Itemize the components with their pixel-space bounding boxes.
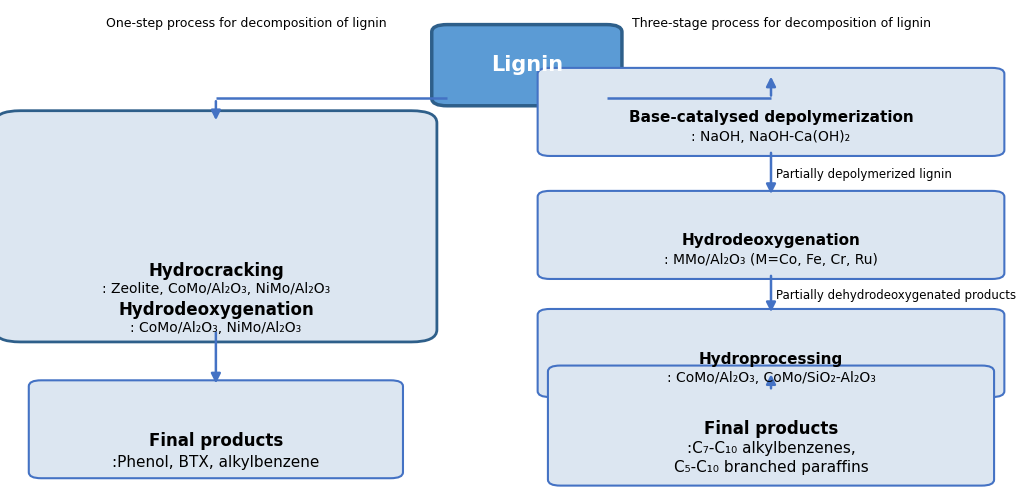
Text: : NaOH, NaOH-Ca(OH)₂: : NaOH, NaOH-Ca(OH)₂ (692, 130, 850, 144)
Text: C₅-C₁₀ branched paraffins: C₅-C₁₀ branched paraffins (673, 460, 869, 475)
Text: : CoMo/Al₂O₃, NiMo/Al₂O₃: : CoMo/Al₂O₃, NiMo/Al₂O₃ (131, 321, 301, 335)
FancyBboxPatch shape (0, 111, 437, 342)
Text: Lignin: Lignin (490, 55, 563, 75)
Text: Final products: Final products (149, 432, 283, 450)
Text: Base-catalysed depolymerization: Base-catalysed depolymerization (629, 111, 913, 125)
Text: Hydrodeoxygenation: Hydrodeoxygenation (118, 301, 314, 319)
Text: Hydroprocessing: Hydroprocessing (699, 352, 843, 367)
Text: :C₇-C₁₀ alkylbenzenes,: :C₇-C₁₀ alkylbenzenes, (687, 441, 855, 456)
Text: : CoMo/Al₂O₃, CoMo/SiO₂-Al₂O₃: : CoMo/Al₂O₃, CoMo/SiO₂-Al₂O₃ (666, 371, 876, 385)
FancyBboxPatch shape (538, 309, 1004, 397)
FancyBboxPatch shape (29, 380, 403, 478)
Text: Three-stage process for decomposition of lignin: Three-stage process for decomposition of… (632, 17, 930, 30)
Text: Partially dehydrodeoxygenated products: Partially dehydrodeoxygenated products (776, 289, 1017, 302)
Text: Final products: Final products (704, 420, 838, 438)
Text: :Phenol, BTX, alkylbenzene: :Phenol, BTX, alkylbenzene (112, 455, 320, 470)
FancyBboxPatch shape (432, 25, 622, 106)
FancyBboxPatch shape (538, 191, 1004, 279)
Text: Hydrodeoxygenation: Hydrodeoxygenation (682, 234, 860, 248)
FancyBboxPatch shape (548, 366, 994, 486)
Text: Partially depolymerized lignin: Partially depolymerized lignin (776, 168, 952, 181)
Text: One-step process for decomposition of lignin: One-step process for decomposition of li… (107, 17, 387, 30)
Text: : MMo/Al₂O₃ (M=Co, Fe, Cr, Ru): : MMo/Al₂O₃ (M=Co, Fe, Cr, Ru) (664, 253, 878, 267)
FancyBboxPatch shape (538, 68, 1004, 156)
Text: : Zeolite, CoMo/Al₂O₃, NiMo/Al₂O₃: : Zeolite, CoMo/Al₂O₃, NiMo/Al₂O₃ (102, 282, 330, 296)
Text: Hydrocracking: Hydrocracking (148, 262, 284, 280)
